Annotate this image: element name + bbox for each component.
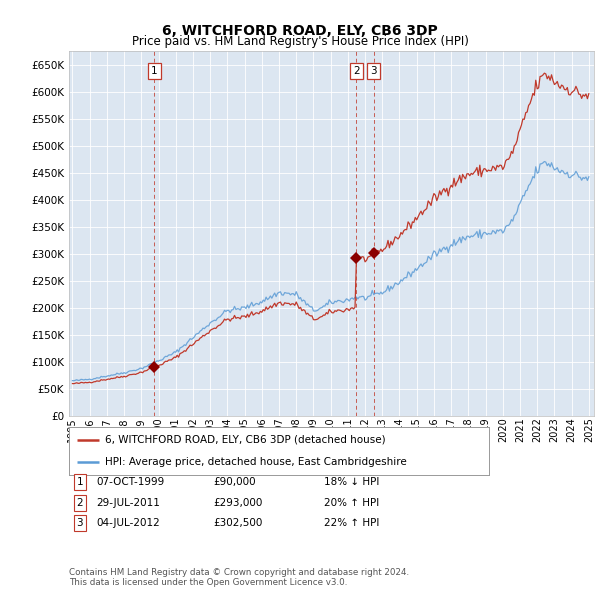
Text: £293,000: £293,000 [213, 498, 262, 507]
Text: 04-JUL-2012: 04-JUL-2012 [96, 519, 160, 528]
Text: 22% ↑ HPI: 22% ↑ HPI [324, 519, 379, 528]
Text: 3: 3 [370, 66, 377, 76]
Text: HPI: Average price, detached house, East Cambridgeshire: HPI: Average price, detached house, East… [104, 457, 406, 467]
Text: £302,500: £302,500 [213, 519, 262, 528]
Text: 1: 1 [76, 477, 83, 487]
Text: 18% ↓ HPI: 18% ↓ HPI [324, 477, 379, 487]
Text: 20% ↑ HPI: 20% ↑ HPI [324, 498, 379, 507]
Text: £90,000: £90,000 [213, 477, 256, 487]
Text: 2: 2 [76, 498, 83, 507]
Text: 6, WITCHFORD ROAD, ELY, CB6 3DP (detached house): 6, WITCHFORD ROAD, ELY, CB6 3DP (detache… [104, 435, 385, 445]
Text: 1: 1 [151, 66, 158, 76]
Text: 2: 2 [353, 66, 360, 76]
Text: Contains HM Land Registry data © Crown copyright and database right 2024.
This d: Contains HM Land Registry data © Crown c… [69, 568, 409, 587]
Text: 29-JUL-2011: 29-JUL-2011 [96, 498, 160, 507]
Text: 6, WITCHFORD ROAD, ELY, CB6 3DP: 6, WITCHFORD ROAD, ELY, CB6 3DP [162, 24, 438, 38]
Text: 07-OCT-1999: 07-OCT-1999 [96, 477, 164, 487]
Text: Price paid vs. HM Land Registry's House Price Index (HPI): Price paid vs. HM Land Registry's House … [131, 35, 469, 48]
Text: 3: 3 [76, 519, 83, 528]
